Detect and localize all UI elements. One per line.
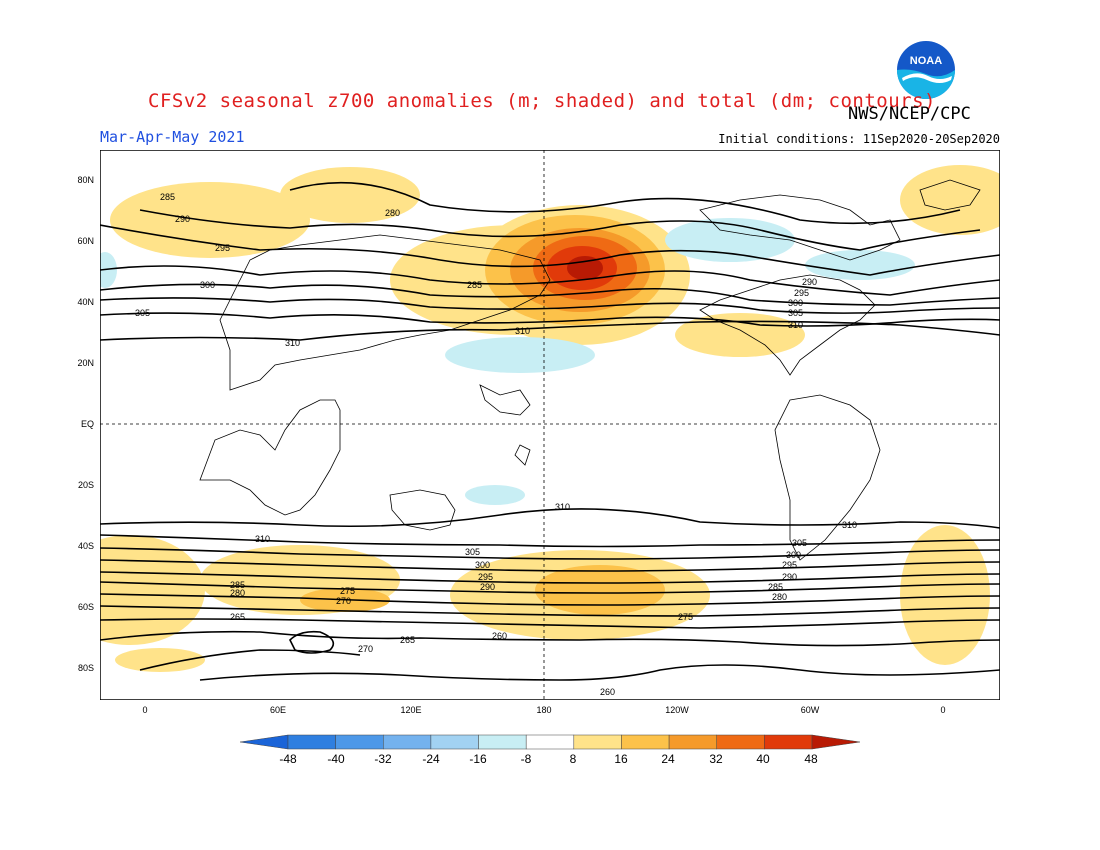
contour-label: 290 xyxy=(782,572,797,582)
contour-label: 310 xyxy=(255,534,270,544)
lat-label-60n: 60N xyxy=(77,236,94,246)
contour-label: 310 xyxy=(842,520,857,530)
contour-label: 260 xyxy=(492,631,507,641)
initial-conditions: Initial conditions: 11Sep2020-20Sep2020 xyxy=(718,132,1000,146)
lon-label-120e: 120E xyxy=(400,705,422,715)
contour-label: 260 xyxy=(600,687,615,697)
colorbar-box xyxy=(668,734,717,750)
contour-label: 265 xyxy=(230,612,245,622)
colorbar-label: -16 xyxy=(469,752,487,766)
organization-label: NWS/NCEP/CPC xyxy=(848,104,971,124)
contour-label: 270 xyxy=(336,596,351,606)
colorbar-label: 40 xyxy=(756,752,770,766)
lat-label-20n: 20N xyxy=(77,358,94,368)
colorbar-label: 16 xyxy=(614,752,628,766)
contour-label: 310 xyxy=(515,326,530,336)
lon-label-120w: 120W xyxy=(665,705,689,715)
colorbar-label: -48 xyxy=(279,752,297,766)
lat-label-40n: 40N xyxy=(77,297,94,307)
colorbar-label: 48 xyxy=(804,752,818,766)
contour-label: 290 xyxy=(802,277,817,287)
contour-label: 295 xyxy=(478,572,493,582)
lat-label-80n: 80N xyxy=(77,175,94,185)
contour-label: 295 xyxy=(215,243,230,253)
colorbar-box xyxy=(335,734,384,750)
contour-label: 295 xyxy=(782,560,797,570)
contour-label: 300 xyxy=(786,550,801,560)
lat-label-40s: 40S xyxy=(77,541,94,551)
colorbar-box xyxy=(478,734,527,750)
map-panel: 280 285 290 295 300 305 310 310 310 310 … xyxy=(100,150,1000,700)
colorbar-box xyxy=(383,734,432,750)
contour-label: 305 xyxy=(792,538,807,548)
logo-text: NOAA xyxy=(910,55,942,67)
lon-label-0-west: 0 xyxy=(142,705,148,715)
colorbar-box xyxy=(621,734,670,750)
contour-label: 285 xyxy=(230,580,245,590)
colorbar-box xyxy=(716,734,765,750)
contour-label: 300 xyxy=(200,280,215,290)
contour-label: 285 xyxy=(768,582,783,592)
lat-label-eq: EQ xyxy=(80,419,94,429)
contour-label: 310 xyxy=(555,502,570,512)
lon-label-60e: 60E xyxy=(269,705,286,715)
contour-label-group: 280 285 290 295 300 305 310 310 310 310 … xyxy=(135,192,857,697)
contour-label: 300 xyxy=(788,298,803,308)
colorbar-label: -24 xyxy=(422,752,440,766)
colorbar-box xyxy=(525,734,575,750)
colorbar-arrow-high xyxy=(811,734,860,750)
contour-label: 280 xyxy=(385,208,400,218)
lat-label-80s: 80S xyxy=(77,663,94,673)
colorbar xyxy=(240,734,860,750)
lon-label-0-east: 0 xyxy=(940,705,946,715)
noaa-logo: NOAA xyxy=(896,40,956,100)
contour-label: 305 xyxy=(465,547,480,557)
lon-label-180: 180 xyxy=(536,705,552,715)
contour-label: 290 xyxy=(175,214,190,224)
colorbar-box xyxy=(573,734,622,750)
colorbar-label: 32 xyxy=(709,752,723,766)
colorbar-label: -40 xyxy=(327,752,345,766)
contour-label: 285 xyxy=(467,280,482,290)
colorbar-box xyxy=(764,734,813,750)
colorbar-box xyxy=(430,734,479,750)
lon-label-60w: 60W xyxy=(800,705,820,715)
forecast-period: Mar-Apr-May 2021 xyxy=(100,128,245,146)
colorbar-label: 24 xyxy=(661,752,675,766)
contour-label: 295 xyxy=(794,288,809,298)
contour-label: 280 xyxy=(772,592,787,602)
contour-label: 275 xyxy=(678,612,693,622)
contour-label: 275 xyxy=(340,586,355,596)
colorbar-arrow-low xyxy=(240,734,289,750)
contour-label: 305 xyxy=(788,308,803,318)
contour-label: 270 xyxy=(358,644,373,654)
colorbar-label: 8 xyxy=(569,752,577,766)
contour-label: 310 xyxy=(788,320,803,330)
contour-label: 300 xyxy=(475,560,490,570)
contour-label: 310 xyxy=(285,338,300,348)
colorbar-label: -32 xyxy=(374,752,392,766)
height-contours xyxy=(100,181,1000,681)
chart-title: CFSv2 seasonal z700 anomalies (m; shaded… xyxy=(148,90,936,112)
contour-label: 280 xyxy=(230,588,245,598)
colorbar-boxes xyxy=(240,734,860,750)
contour-label: 290 xyxy=(480,582,495,592)
colorbar-label: -8 xyxy=(520,752,532,766)
lat-label-60s: 60S xyxy=(77,602,94,612)
contour-label: 285 xyxy=(160,192,175,202)
contour-label: 305 xyxy=(135,308,150,318)
colorbar-box xyxy=(287,734,336,750)
lat-label-20s: 20S xyxy=(77,480,94,490)
contour-label: 265 xyxy=(400,635,415,645)
